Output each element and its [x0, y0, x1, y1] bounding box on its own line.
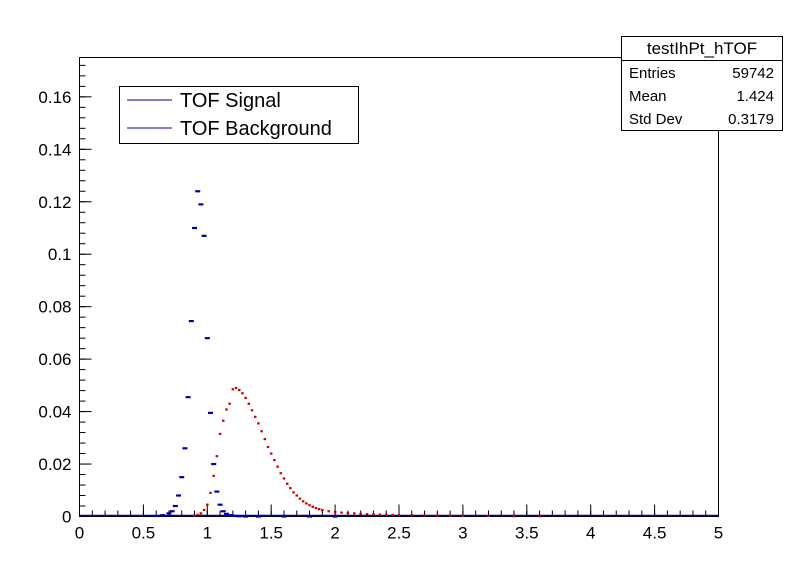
legend-box: [119, 86, 359, 144]
stats-label-entries: Entries: [629, 65, 676, 82]
stats-value-stddev: 0.3179: [728, 111, 774, 128]
stats-box: testIhPt_hTOF Entries 59742 Mean 1.424 S…: [621, 36, 783, 131]
stats-value-entries: 59742: [732, 65, 774, 82]
y-axis: 0 0.02 0.04 0.06 0.08 0.1 0.12 0.14 0.16: [38, 64, 92, 527]
series-0: [153, 190, 338, 518]
stats-frame: [621, 36, 783, 131]
x-tick-label: 0.5: [132, 524, 156, 543]
y-tick-label: 0.02: [38, 455, 71, 474]
x-tick-label: 4: [586, 524, 595, 543]
y-tick-label: 0.06: [38, 350, 71, 369]
y-tick-label: 0.14: [38, 140, 71, 159]
stats-value-mean: 1.424: [736, 88, 774, 105]
legend: TOF Signal TOF Background: [119, 86, 359, 144]
y-tick-label: 0.08: [38, 298, 71, 317]
x-tick-label: 5: [714, 524, 723, 543]
series-1: [193, 386, 541, 518]
y-tick-label: 0.16: [38, 88, 71, 107]
stats-label-stddev: Std Dev: [629, 111, 683, 128]
x-tick-label: 1.5: [259, 524, 283, 543]
y-tick-label: 0.1: [48, 245, 72, 264]
x-axis: 0 0.5 1 1.5 2 2.5 3 3.5 4 4.5 5: [75, 504, 723, 543]
x-tick-label: 3: [458, 524, 467, 543]
x-tick-label: 2.5: [387, 524, 411, 543]
x-tick-label: 1: [203, 524, 212, 543]
legend-label-background: TOF Background: [180, 118, 332, 140]
data-markers: [79, 190, 719, 518]
stats-label-mean: Mean: [629, 88, 667, 105]
y-tick-label: 0: [62, 508, 71, 527]
stats-title: testIhPt_hTOF: [647, 39, 757, 58]
x-tick-label: 4.5: [643, 524, 667, 543]
x-tick-label: 3.5: [515, 524, 539, 543]
y-tick-label: 0.12: [38, 193, 71, 212]
x-tick-label: 2: [330, 524, 339, 543]
y-tick-label: 0.04: [38, 403, 71, 422]
legend-label-signal: TOF Signal: [180, 90, 281, 112]
x-tick-label: 0: [75, 524, 84, 543]
